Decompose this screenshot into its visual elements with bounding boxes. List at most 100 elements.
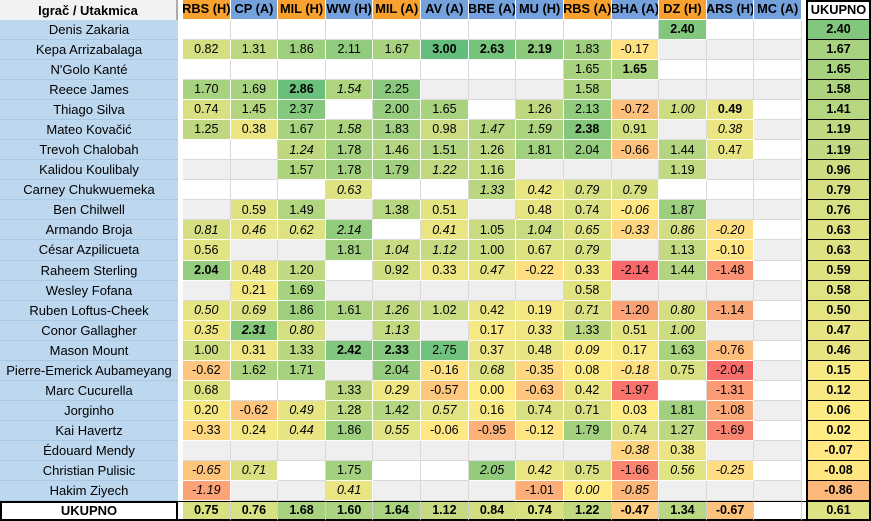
rating-cell[interactable]: 0.38 xyxy=(659,440,707,461)
total-cell[interactable]: 0.79 xyxy=(805,180,871,201)
empty-cell[interactable] xyxy=(516,80,564,101)
rating-cell[interactable]: 1.33 xyxy=(468,180,517,201)
empty-cell[interactable] xyxy=(230,380,279,401)
column-total-cell[interactable]: 1.12 xyxy=(421,500,469,521)
rating-cell[interactable]: 0.17 xyxy=(468,320,517,341)
rating-cell[interactable]: 1.87 xyxy=(659,200,707,221)
empty-cell[interactable] xyxy=(325,440,374,461)
rating-cell[interactable]: 0.51 xyxy=(421,200,469,221)
total-cell[interactable]: 1.67 xyxy=(805,40,871,61)
total-cell[interactable]: 0.12 xyxy=(805,380,871,401)
rating-cell[interactable]: -1.31 xyxy=(706,380,755,401)
rating-cell[interactable]: 2.04 xyxy=(183,260,231,281)
rating-cell[interactable]: 1.62 xyxy=(230,360,279,381)
rating-cell[interactable]: 2.11 xyxy=(325,40,374,61)
column-total-cell[interactable]: 0.75 xyxy=(183,500,231,521)
rating-cell[interactable]: 1.67 xyxy=(278,120,326,141)
rating-cell[interactable]: 1.83 xyxy=(563,40,612,61)
rating-cell[interactable]: 1.83 xyxy=(373,120,422,141)
player-name-cell[interactable]: Wesley Fofana xyxy=(0,280,178,301)
empty-cell[interactable] xyxy=(611,80,660,101)
rating-cell[interactable]: -0.85 xyxy=(611,480,660,501)
empty-cell[interactable] xyxy=(754,400,802,421)
empty-cell[interactable] xyxy=(563,20,612,41)
rating-cell[interactable]: 1.67 xyxy=(373,40,422,61)
rating-cell[interactable]: 0.42 xyxy=(468,300,517,321)
empty-cell[interactable] xyxy=(183,280,231,301)
rating-cell[interactable]: 0.16 xyxy=(468,400,517,421)
empty-cell[interactable] xyxy=(468,440,517,461)
empty-cell[interactable] xyxy=(659,40,707,61)
total-cell[interactable]: 0.50 xyxy=(805,300,871,321)
column-total-cell[interactable]: 1.22 xyxy=(563,500,612,521)
empty-cell[interactable] xyxy=(325,20,374,41)
rating-cell[interactable]: 0.68 xyxy=(183,380,231,401)
rating-cell[interactable]: 1.33 xyxy=(278,340,326,361)
rating-cell[interactable]: 0.74 xyxy=(611,420,660,441)
empty-cell[interactable] xyxy=(373,220,422,241)
rating-cell[interactable]: 1.86 xyxy=(325,420,374,441)
total-cell[interactable]: 0.06 xyxy=(805,400,871,421)
rating-cell[interactable]: -0.16 xyxy=(421,360,469,381)
total-cell[interactable]: -0.07 xyxy=(805,440,871,461)
column-header-dz-h[interactable]: DZ (H) xyxy=(659,0,707,21)
rating-cell[interactable]: 1.05 xyxy=(468,220,517,241)
rating-cell[interactable]: -1.20 xyxy=(611,300,660,321)
empty-cell[interactable] xyxy=(706,80,755,101)
empty-cell[interactable] xyxy=(516,20,564,41)
empty-cell[interactable] xyxy=(183,20,231,41)
empty-cell[interactable] xyxy=(706,320,755,341)
empty-cell[interactable] xyxy=(563,440,612,461)
player-name-cell[interactable]: Christian Pulisic xyxy=(0,460,178,481)
empty-cell[interactable] xyxy=(706,280,755,301)
total-cell[interactable]: 0.63 xyxy=(805,240,871,261)
total-cell[interactable]: 0.58 xyxy=(805,280,871,301)
empty-cell[interactable] xyxy=(421,20,469,41)
rating-cell[interactable]: 1.42 xyxy=(373,400,422,421)
player-name-cell[interactable]: Ben Chilwell xyxy=(0,200,178,221)
rating-cell[interactable]: 2.75 xyxy=(421,340,469,361)
rating-cell[interactable]: 1.33 xyxy=(325,380,374,401)
empty-cell[interactable] xyxy=(373,480,422,501)
rating-cell[interactable]: 1.44 xyxy=(659,140,707,161)
empty-cell[interactable] xyxy=(468,20,517,41)
rating-cell[interactable]: 0.68 xyxy=(468,360,517,381)
empty-cell[interactable] xyxy=(373,60,422,81)
empty-cell[interactable] xyxy=(468,200,517,221)
rating-cell[interactable]: -0.65 xyxy=(183,460,231,481)
empty-cell[interactable] xyxy=(183,60,231,81)
empty-cell[interactable] xyxy=(659,480,707,501)
empty-cell[interactable] xyxy=(754,20,802,41)
empty-cell[interactable] xyxy=(325,60,374,81)
rating-cell[interactable]: 2.37 xyxy=(278,100,326,121)
rating-cell[interactable]: -1.01 xyxy=(516,480,564,501)
rating-cell[interactable]: 1.79 xyxy=(563,420,612,441)
empty-cell[interactable] xyxy=(659,280,707,301)
column-header-cp-a[interactable]: CP (A) xyxy=(230,0,279,21)
column-header-mil-a[interactable]: MIL (A) xyxy=(373,0,422,21)
empty-cell[interactable] xyxy=(325,360,374,381)
rating-cell[interactable]: -1.66 xyxy=(611,460,660,481)
empty-cell[interactable] xyxy=(754,300,802,321)
rating-cell[interactable]: 1.25 xyxy=(183,120,231,141)
rating-cell[interactable]: 1.78 xyxy=(325,140,374,161)
rating-cell[interactable]: 0.17 xyxy=(611,340,660,361)
rating-cell[interactable]: -0.62 xyxy=(230,400,279,421)
column-header-mil-h[interactable]: MIL (H) xyxy=(278,0,326,21)
rating-cell[interactable]: 1.45 xyxy=(230,100,279,121)
empty-cell[interactable] xyxy=(421,180,469,201)
rating-cell[interactable]: 1.47 xyxy=(468,120,517,141)
rating-cell[interactable]: 0.71 xyxy=(563,400,612,421)
rating-cell[interactable]: 0.79 xyxy=(563,180,612,201)
rating-cell[interactable]: 2.33 xyxy=(373,340,422,361)
rating-cell[interactable]: -0.18 xyxy=(611,360,660,381)
player-name-cell[interactable]: César Azpilicueta xyxy=(0,240,178,261)
empty-cell[interactable] xyxy=(183,440,231,461)
empty-cell[interactable] xyxy=(706,20,755,41)
rating-cell[interactable]: -0.63 xyxy=(516,380,564,401)
empty-cell[interactable] xyxy=(754,340,802,361)
rating-cell[interactable]: 2.14 xyxy=(325,220,374,241)
player-name-cell[interactable]: Kalidou Koulibaly xyxy=(0,160,178,181)
rating-cell[interactable]: 1.16 xyxy=(468,160,517,181)
empty-cell[interactable] xyxy=(230,240,279,261)
